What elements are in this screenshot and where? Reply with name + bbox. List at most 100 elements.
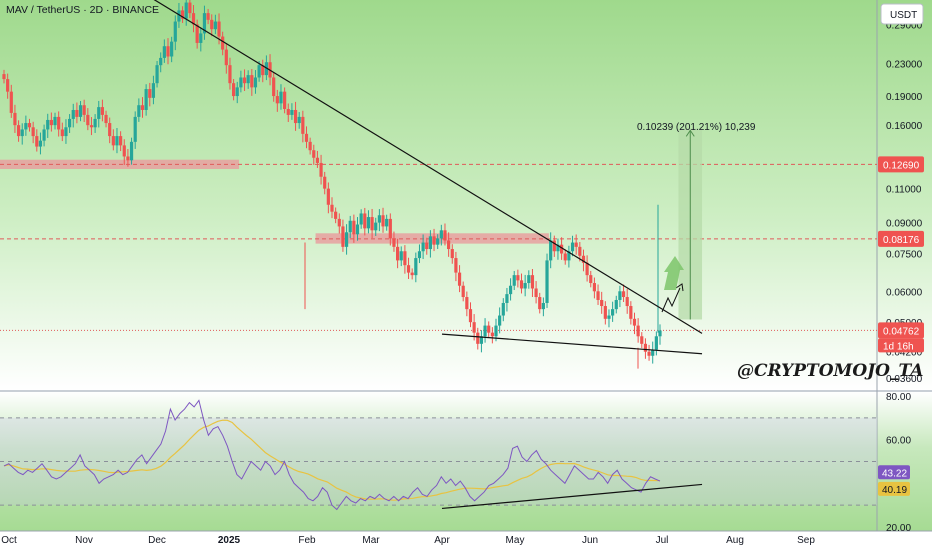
candle-body	[78, 105, 83, 117]
candle-body	[155, 65, 159, 84]
candle-body	[538, 297, 542, 310]
candle-body	[16, 125, 21, 137]
candle-body	[151, 83, 156, 98]
candle-body	[607, 315, 611, 319]
candle-body	[643, 343, 648, 352]
candle-body	[119, 136, 123, 146]
candle-body	[326, 188, 330, 205]
candle-body	[658, 330, 662, 337]
candle-body	[359, 213, 363, 225]
candle-body	[479, 336, 484, 344]
candle-body	[567, 251, 571, 261]
candle-body	[93, 118, 97, 128]
candle-body	[636, 325, 640, 337]
candle-body	[396, 246, 400, 261]
candle-body	[334, 211, 338, 219]
candle-body	[82, 105, 86, 115]
candle-body	[487, 325, 491, 333]
rsi-ma-line	[3, 419, 661, 501]
rsi-line	[3, 399, 661, 511]
candle-body	[133, 116, 137, 142]
candle-body	[611, 309, 615, 316]
candle-body	[632, 318, 637, 326]
date-tick-label: May	[506, 535, 525, 546]
candle-body	[115, 136, 119, 146]
price-tag	[878, 156, 924, 173]
price-tick-label: 0.07500	[886, 249, 923, 260]
candle-body	[250, 75, 254, 88]
measure-label: 0.10239 (201.21%) 10,239	[637, 122, 756, 133]
date-tick-label: Apr	[434, 535, 450, 546]
candle-body	[534, 288, 538, 298]
candle-body	[549, 240, 553, 261]
rsi-value-label: 40.19	[882, 485, 907, 496]
candle-body	[476, 332, 480, 344]
candle-body	[159, 57, 163, 66]
candle-body	[651, 349, 655, 356]
candle-body	[337, 218, 341, 227]
candle-body	[629, 306, 633, 319]
rsi-value-tag	[878, 481, 910, 496]
candle-body	[210, 19, 214, 30]
candle-body	[217, 21, 221, 37]
candle-body	[494, 325, 498, 337]
candle-body	[6, 79, 10, 92]
candle-body	[104, 114, 108, 124]
candle-body	[257, 65, 261, 78]
candle-body	[46, 119, 50, 130]
candle-body	[111, 136, 115, 146]
candle-body	[301, 116, 305, 134]
candle-body	[162, 46, 166, 58]
price-tick-label: 0.09000	[886, 219, 923, 230]
date-tick-label: Nov	[75, 535, 93, 546]
candle-body	[64, 127, 68, 137]
supply-zone	[315, 233, 549, 244]
date-tick-label: Dec	[148, 535, 166, 546]
candle-body	[38, 140, 43, 147]
candle-body	[385, 218, 389, 227]
countdown-label: 1d 16h	[883, 341, 914, 352]
price-tick-label: 0.23000	[886, 60, 923, 71]
price-tick-label: 0.16000	[886, 121, 923, 132]
candle-body	[454, 258, 458, 273]
candle-body	[228, 65, 232, 84]
candle-body	[261, 65, 265, 76]
projection-arrow	[661, 287, 681, 313]
candle-body	[556, 244, 560, 252]
candle-body	[523, 283, 527, 289]
candle-body	[27, 123, 32, 128]
candle-body	[647, 351, 651, 356]
price-tick-label: 0.11000	[886, 185, 922, 196]
candle-body	[370, 217, 374, 231]
candle-body	[148, 89, 152, 98]
candle-body	[428, 236, 432, 250]
candle-body	[421, 242, 425, 252]
candle-body	[97, 107, 101, 119]
candle-body	[443, 230, 447, 241]
candle-body	[286, 109, 290, 115]
candle-body	[348, 220, 352, 233]
candle-body	[366, 217, 371, 229]
candle-body	[516, 275, 520, 281]
candle-body	[374, 222, 378, 231]
date-tick-label: Feb	[298, 535, 316, 546]
candle-body	[399, 251, 403, 261]
price-tag	[878, 230, 924, 247]
candle-body	[308, 141, 312, 151]
candle-body	[592, 283, 596, 292]
candle-body	[505, 294, 509, 303]
trendline	[441, 333, 703, 355]
candle-body	[290, 109, 294, 115]
candle-body	[2, 74, 6, 80]
candle-body	[432, 236, 436, 245]
candle-body	[498, 315, 502, 326]
candle-body	[235, 87, 239, 97]
price-tick-label: 0.04200	[886, 348, 923, 359]
candle-body	[560, 244, 564, 254]
candle-body	[293, 109, 298, 124]
candle-body	[20, 129, 24, 137]
currency-badge-label: USDT	[890, 10, 917, 21]
candle-body	[129, 141, 134, 161]
candle-body	[352, 220, 356, 235]
